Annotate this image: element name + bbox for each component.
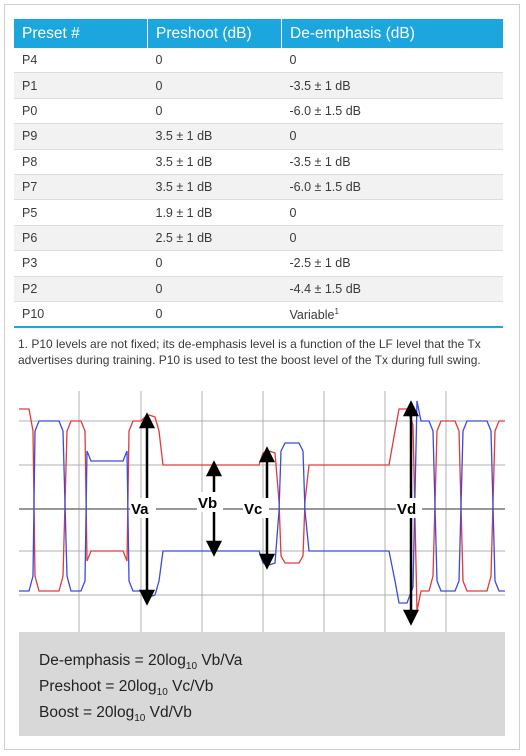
cell-deemphasis: -3.5 ± 1 dB: [281, 72, 503, 99]
header-preset: Preset #: [14, 19, 148, 48]
formula-deemphasis-sub: 10: [185, 661, 198, 673]
formula-preshoot-sub: 10: [156, 687, 168, 699]
cell-preshoot: 3.5 ± 1 dB: [147, 174, 282, 201]
cell-deemphasis: -6.0 ± 1.5 dB: [281, 174, 503, 201]
label-vc: Vc: [244, 501, 262, 518]
table-row: P0 0 -6.0 ± 1.5 dB: [14, 98, 503, 125]
table-row: P6 2.5 ± 1 dB 0: [14, 225, 503, 252]
formula-boost: Boost = 20log10 Vd/Vb: [39, 700, 505, 726]
formula-boost-ratio: Vd/Vb: [145, 704, 192, 721]
cell-deemphasis: 0: [281, 48, 503, 74]
label-vb: Vb: [198, 495, 217, 512]
table-row: P4 0 0: [14, 48, 503, 74]
cell-preset: P1: [14, 72, 148, 99]
header-deemphasis: De-emphasis (dB): [281, 19, 503, 48]
cell-preshoot: 3.5 ± 1 dB: [147, 149, 282, 175]
label-va: Va: [131, 501, 149, 518]
cell-preset: P2: [14, 276, 148, 302]
cell-deemphasis: Variable1: [281, 301, 503, 329]
formula-box: De-emphasis = 20log10 Vb/Va Preshoot = 2…: [19, 632, 505, 736]
cell-preset: P3: [14, 250, 148, 277]
table-row: P8 3.5 ± 1 dB -3.5 ± 1 dB: [14, 149, 503, 175]
cell-preset: P0: [14, 98, 148, 125]
trace-blue: [19, 400, 505, 604]
table-row: P1 0 -3.5 ± 1 dB: [14, 72, 503, 99]
cell-preshoot: 0: [147, 48, 282, 74]
cell-deemphasis-text: Variable: [289, 307, 335, 322]
measure-labels: Va Vb Vc Vd: [130, 492, 422, 518]
cell-preshoot: 0: [147, 276, 282, 302]
cell-preset: P10: [14, 301, 148, 329]
trace-red: [19, 408, 505, 612]
cell-preshoot: 0: [147, 98, 282, 125]
formula-deemphasis-prefix: De-emphasis = 20log: [39, 652, 186, 669]
formula-boost-prefix: Boost = 20log: [39, 704, 135, 721]
formula-boost-sub: 10: [134, 713, 146, 725]
waveform-diagram: Va Vb Vc Vd: [19, 391, 505, 632]
cell-deemphasis: -6.0 ± 1.5 dB: [281, 98, 503, 125]
table-row: P3 0 -2.5 ± 1 dB: [14, 250, 503, 277]
cell-preset: P8: [14, 149, 148, 175]
preset-table-header: Preset # Preshoot (dB) De-emphasis (dB): [14, 19, 503, 48]
cell-preshoot: 1.9 ± 1 dB: [147, 199, 282, 226]
cell-deemphasis: -3.5 ± 1 dB: [281, 149, 503, 175]
cell-preshoot: 2.5 ± 1 dB: [147, 225, 282, 252]
footnote-marker: 1: [334, 306, 339, 316]
table-row: P7 3.5 ± 1 dB -6.0 ± 1.5 dB: [14, 174, 503, 201]
table-row: P10 0 Variable1: [14, 301, 503, 329]
cell-deemphasis: -4.4 ± 1.5 dB: [281, 276, 503, 302]
cell-deemphasis: 0: [281, 123, 503, 150]
header-preshoot: Preshoot (dB): [147, 19, 282, 48]
cell-preshoot: 3.5 ± 1 dB: [147, 123, 282, 150]
formula-preshoot-ratio: Vc/Vb: [167, 678, 214, 695]
formula-deemphasis-ratio: Vb/Va: [197, 652, 243, 669]
cell-preset: P6: [14, 225, 148, 252]
cell-preset: P7: [14, 174, 148, 201]
cell-preset: P4: [14, 48, 148, 74]
formula-preshoot-prefix: Preshoot = 20log: [39, 678, 157, 695]
preset-table: Preset # Preshoot (dB) De-emphasis (dB) …: [14, 19, 503, 329]
formula-deemphasis: De-emphasis = 20log10 Vb/Va: [39, 648, 505, 674]
cell-preshoot: 0: [147, 72, 282, 99]
table-row: P2 0 -4.4 ± 1.5 dB: [14, 276, 503, 302]
label-vd: Vd: [397, 501, 416, 518]
cell-deemphasis: 0: [281, 199, 503, 226]
cell-deemphasis: -2.5 ± 1 dB: [281, 250, 503, 277]
cell-preshoot: 0: [147, 301, 282, 329]
formula-preshoot: Preshoot = 20log10 Vc/Vb: [39, 674, 505, 700]
footnote: 1. P10 levels are not fixed; its de-emph…: [18, 337, 481, 367]
table-row: P9 3.5 ± 1 dB 0: [14, 123, 503, 150]
cell-deemphasis: 0: [281, 225, 503, 252]
cell-preset: P5: [14, 199, 148, 226]
table-row: P5 1.9 ± 1 dB 0: [14, 199, 503, 226]
cell-preset: P9: [14, 123, 148, 150]
cell-preshoot: 0: [147, 250, 282, 277]
